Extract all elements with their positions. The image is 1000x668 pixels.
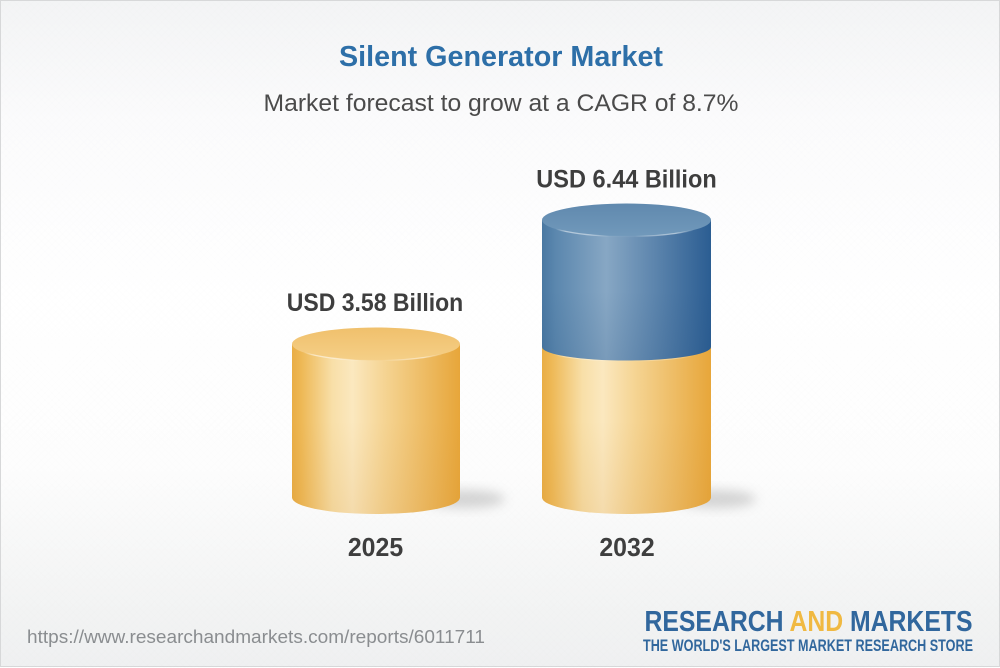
svg-text:THE WORLD'S LARGEST MARKET RES: THE WORLD'S LARGEST MARKET RESEARCH STOR…	[643, 636, 973, 655]
svg-text:2032: 2032	[599, 532, 654, 562]
svg-text:USD 3.58 Billion: USD 3.58 Billion	[287, 289, 464, 317]
svg-text:RESEARCH AND MARKETS: RESEARCH AND MARKETS	[645, 606, 973, 638]
svg-text:2025: 2025	[348, 532, 403, 562]
svg-text:Market forecast to grow at a C: Market forecast to grow at a CAGR of 8.7…	[264, 90, 739, 117]
svg-text:Silent Generator Market: Silent Generator Market	[339, 41, 663, 73]
svg-text:USD 6.44 Billion: USD 6.44 Billion	[536, 166, 716, 194]
svg-text:https://www.researchandmarkets: https://www.researchandmarkets.com/repor…	[27, 627, 485, 647]
